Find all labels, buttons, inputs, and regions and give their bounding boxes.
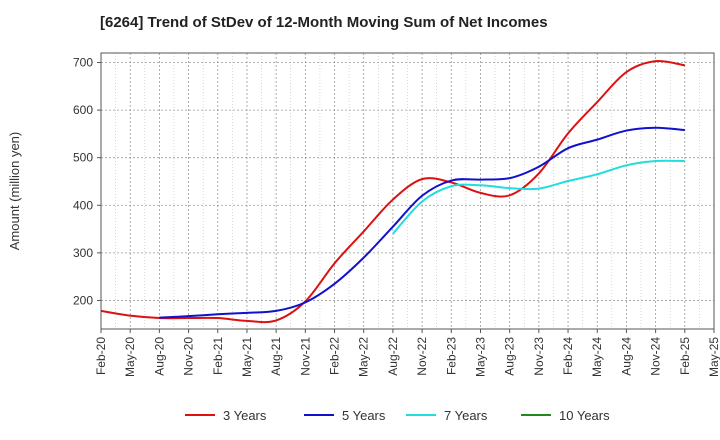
x-tick-label: Feb-21: [211, 337, 225, 375]
x-tick-label: Aug-22: [386, 337, 400, 376]
x-tick-label: Aug-20: [152, 337, 166, 376]
x-tick-label: Nov-20: [182, 337, 196, 376]
y-tick-label: 600: [73, 103, 93, 117]
x-tick-label: Nov-21: [298, 337, 312, 376]
x-tick-label: May-23: [473, 337, 487, 377]
x-tick-label: Aug-23: [503, 337, 517, 376]
x-tick-label: Feb-20: [94, 337, 108, 375]
series-layer: [100, 59, 685, 324]
legend: 3 Years 5 Years 7 Years 10 Years: [185, 408, 610, 423]
x-tick-label: Nov-24: [649, 337, 663, 376]
x-tick-label: May-20: [123, 337, 137, 377]
x-tick-label: Feb-22: [328, 337, 342, 375]
x-tick-label: Feb-25: [678, 337, 692, 375]
plot-frame: [100, 52, 715, 330]
x-tick-label: May-24: [590, 337, 604, 377]
legend-label: 7 Years: [444, 408, 488, 423]
x-tick-label: Feb-24: [561, 337, 575, 375]
y-tick-label: 200: [73, 293, 93, 307]
x-tick-label: Nov-22: [415, 337, 429, 376]
y-axis: 200 300 400 500 600 700: [73, 56, 101, 307]
series-line-5-years: [159, 126, 685, 319]
legend-label: 5 Years: [342, 408, 386, 423]
y-axis-title: Amount (million yen): [7, 132, 22, 251]
y-tick-label: 500: [73, 151, 93, 165]
y-tick-label: 700: [73, 56, 93, 70]
y-tick-label: 300: [73, 246, 93, 260]
series-line-3-years: [100, 59, 685, 324]
x-tick-label: May-25: [707, 337, 720, 377]
series-line-7-years: [392, 159, 685, 235]
grid: [100, 53, 715, 329]
legend-label: 10 Years: [559, 408, 610, 423]
legend-label: 3 Years: [223, 408, 267, 423]
x-tick-label: Nov-23: [532, 337, 546, 376]
x-tick-label: May-22: [357, 337, 371, 377]
x-tick-label: Aug-24: [619, 337, 633, 376]
x-tick-label: Aug-21: [269, 337, 283, 376]
chart-title: [6264] Trend of StDev of 12-Month Moving…: [100, 14, 548, 31]
x-tick-label: Feb-23: [444, 337, 458, 375]
x-tick-label: May-21: [240, 337, 254, 377]
y-tick-label: 400: [73, 198, 93, 212]
x-axis: Feb-20 May-20 Aug-20 Nov-20 Feb-21 May-21 Aug-…: [94, 329, 720, 377]
